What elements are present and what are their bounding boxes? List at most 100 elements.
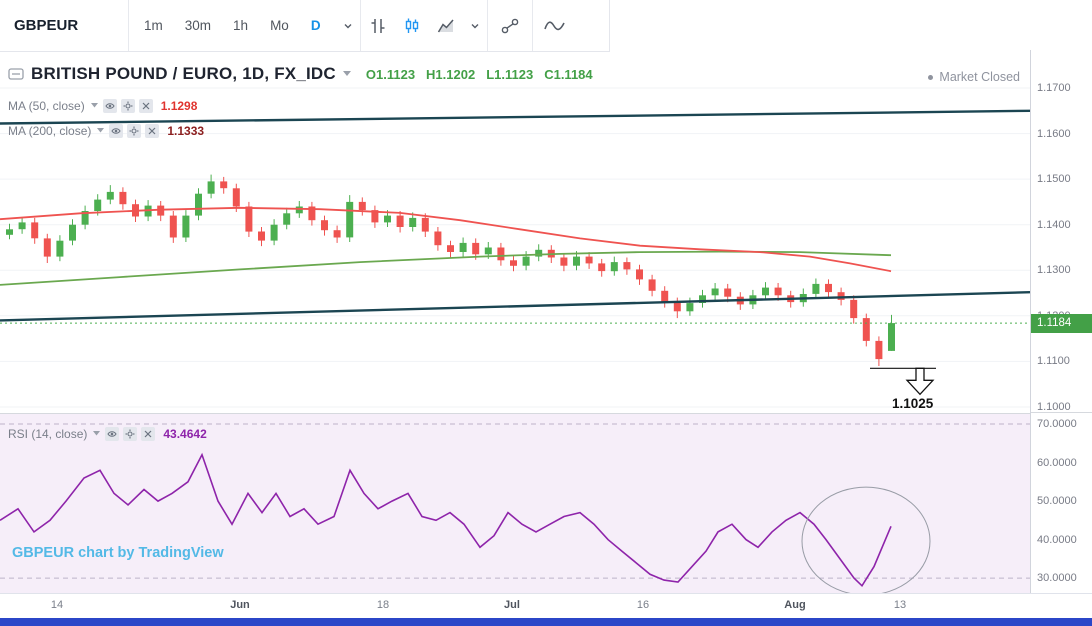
eye-icon [111, 127, 122, 134]
candle-body [825, 283, 832, 293]
price-target-label[interactable]: 1.1025 [892, 396, 934, 411]
remove-button[interactable] [145, 123, 160, 138]
candle-body [207, 181, 215, 194]
candle-body [812, 283, 820, 294]
bars-style-button[interactable] [361, 1, 395, 51]
price-axis[interactable]: 1.17001.16001.15001.14001.13001.12001.11… [1030, 50, 1092, 593]
symbol-button[interactable]: GBPEUR [14, 17, 79, 34]
visibility-toggle-button[interactable] [102, 98, 117, 113]
candle-body [862, 318, 870, 341]
dropdown-arrow-icon[interactable] [97, 127, 105, 134]
ohlc-o: O1.1123 [365, 66, 416, 82]
interval-1m[interactable]: 1m [144, 17, 163, 33]
candle-body [346, 201, 354, 238]
rsi-chart-canvas[interactable] [0, 413, 1030, 593]
compare-icon [501, 18, 518, 33]
time-tick: 13 [893, 599, 907, 611]
indicators-icon [543, 20, 565, 30]
price-tick: 1.1700 [1037, 82, 1071, 94]
candle-body [623, 262, 631, 270]
area-style-button[interactable] [429, 1, 463, 51]
candle-body [81, 211, 89, 225]
time-tick: Jun [230, 599, 250, 611]
settings-button[interactable] [123, 426, 138, 441]
tradingview-watermark[interactable]: GBPEUR chart by TradingView [12, 545, 224, 561]
rsi-pane-background [0, 413, 1030, 593]
rsi-tick: 50.0000 [1037, 495, 1077, 508]
candle-body [434, 231, 442, 246]
area-style-icon [437, 19, 454, 32]
rsi-label: RSI (14, close) [8, 426, 88, 441]
rsi-tick: 70.0000 [1037, 418, 1077, 430]
settings-button[interactable] [127, 123, 142, 138]
candle-body [484, 247, 492, 255]
candle-body [888, 323, 895, 351]
settings-button[interactable] [120, 98, 135, 113]
style-dropdown-button[interactable] [463, 1, 487, 51]
ma50-label: MA (50, close) [8, 98, 85, 113]
bars-style-icon [371, 18, 385, 33]
lower-trendline[interactable] [0, 291, 1030, 322]
remove-button[interactable] [138, 98, 153, 113]
indicators-button[interactable] [533, 1, 577, 51]
visibility-toggle-button[interactable] [109, 123, 124, 138]
ohlc-l: L1.1123 [486, 66, 534, 82]
down-arrow-annotation[interactable] [905, 367, 935, 396]
rsi-legend-row: RSI (14, close) 43.4642 [8, 426, 207, 441]
circle-annotation[interactable] [801, 486, 931, 593]
candle-body [195, 193, 202, 216]
close-icon [148, 127, 156, 134]
bottom-accent-bar [0, 618, 1092, 626]
candle-body [371, 210, 379, 223]
status-dot-icon [928, 74, 934, 80]
candle-body [610, 262, 618, 272]
market-status-text: Market Closed [939, 70, 1020, 84]
interval-dropdown-button[interactable] [336, 1, 360, 51]
chart-title[interactable]: BRITISH POUND / EURO, 1D, FX_IDC [31, 64, 336, 83]
rsi-line [0, 452, 892, 588]
close-icon [144, 430, 152, 437]
visibility-toggle-button[interactable] [105, 426, 120, 441]
price-tick: 1.1500 [1037, 173, 1071, 186]
rsi-value: 43.4642 [163, 426, 207, 441]
candle-body [535, 249, 543, 257]
rsi-tick: 40.0000 [1037, 533, 1077, 546]
pane-separator [1031, 412, 1092, 413]
dropdown-arrow-icon[interactable] [90, 102, 99, 109]
interval-30m[interactable]: 30m [184, 17, 212, 33]
price-chart-canvas[interactable] [0, 50, 1030, 413]
candle-body [837, 292, 845, 300]
interval-1h[interactable]: 1h [233, 17, 249, 33]
last-price-tag: 1.1184 [1031, 313, 1092, 333]
candle-body [321, 220, 328, 231]
close-icon [142, 102, 150, 109]
candle-body [106, 191, 114, 200]
candle-body [648, 279, 656, 291]
time-tick: Aug [784, 599, 806, 611]
candle-body [472, 242, 480, 255]
price-tick: 1.1400 [1037, 218, 1071, 231]
candle-body [661, 290, 669, 303]
candle-body [31, 222, 39, 239]
price-tick: 1.1300 [1037, 264, 1071, 277]
rsi-tick: 30.0000 [1037, 572, 1077, 585]
time-axis[interactable]: 14 Jun 18 Jul 16 Aug 13 [0, 593, 1092, 619]
interval-D[interactable]: D [310, 17, 321, 33]
eye-icon [105, 102, 115, 109]
gear-icon [129, 126, 139, 135]
interval-Mo[interactable]: Mo [270, 17, 289, 33]
dropdown-arrow-icon[interactable] [342, 71, 352, 77]
dropdown-arrow-icon[interactable] [93, 430, 101, 437]
ohlc-c: C1.1184 [544, 66, 593, 82]
remove-button[interactable] [141, 426, 156, 441]
ma200-legend-row: MA (200, close) 1.1333 [8, 123, 204, 138]
candle-body [585, 256, 593, 264]
ma50-line [0, 206, 892, 273]
candle-body [850, 299, 858, 319]
compare-button[interactable] [488, 1, 532, 51]
market-status: Market Closed [928, 70, 1020, 84]
candle-body [270, 224, 278, 241]
candles-style-button[interactable] [395, 1, 429, 51]
upper-trendline[interactable] [0, 109, 1030, 125]
